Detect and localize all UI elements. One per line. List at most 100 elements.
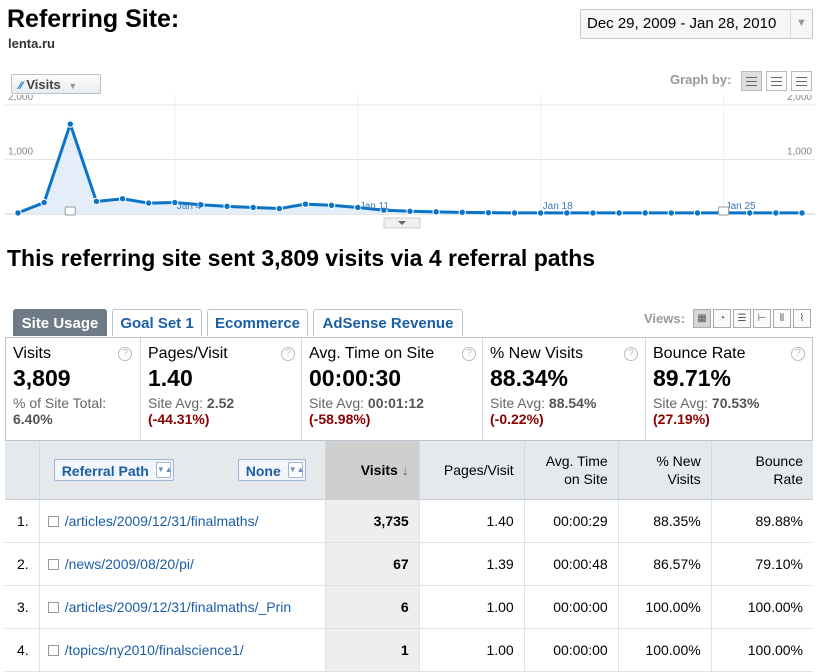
graph-by-week-button[interactable] (766, 71, 787, 91)
data-point (667, 209, 676, 217)
data-point (66, 120, 74, 128)
date-range-picker[interactable]: Dec 29, 2009 - Jan 28, 2010 ▼ (580, 9, 813, 39)
data-point (615, 209, 623, 217)
data-point (380, 206, 388, 214)
sort-arrow-icon: ↓ (401, 461, 409, 478)
external-link-icon[interactable] (47, 644, 59, 656)
table-row: 2. /news/2009/08/20/pi/ 67 1.39 00:00:48… (5, 542, 813, 586)
metric-select[interactable]: ⁄⁄ Visits ▼ (11, 74, 101, 94)
scorecard-change: (-0.22%) (490, 411, 544, 427)
chevron-down-icon: ▼▲ (155, 461, 173, 478)
secondary-dimension-select[interactable]: None ▼▲ (237, 458, 306, 481)
data-point (432, 208, 440, 216)
comparison-view-icon[interactable]: ⊢ (753, 309, 771, 328)
data-point (746, 209, 754, 217)
chevron-down-icon (398, 221, 406, 225)
term-cloud-view-icon[interactable]: ⦀ (773, 309, 791, 328)
scorecard-sub-label: Site Avg: (309, 395, 365, 411)
data-point (223, 202, 231, 211)
scorecard-bounce-rate: Bounce Rate 89.71% Site Avg: 70.53% (27.… (646, 338, 812, 440)
x-tick-label: Jan 4 (177, 201, 202, 212)
scorecard-new-visits: % New Visits 88.34% Site Avg: 88.54% (-0… (483, 338, 646, 440)
scorecard-change: (-44.31%) (148, 411, 210, 427)
referral-path-link[interactable]: /news/2009/08/20/pi/ (39, 542, 326, 586)
data-point (510, 209, 519, 217)
column-header-avg-time[interactable]: Avg. Time on Site (524, 441, 619, 500)
external-link-icon[interactable] (47, 601, 59, 613)
annotation-icon (64, 206, 76, 216)
external-link-icon[interactable] (47, 515, 59, 527)
table-row: 1. /articles/2009/12/31/finalmaths/ 3,73… (5, 499, 813, 543)
help-icon[interactable]: ? (624, 347, 638, 361)
tab-ecommerce[interactable]: Ecommerce (207, 309, 308, 336)
graph-by-day-button[interactable] (741, 71, 762, 91)
data-point (406, 207, 414, 215)
referring-site-name: lenta.ru (8, 36, 55, 51)
graph-by-label: Graph by: (670, 72, 732, 87)
graph-by-month-button[interactable] (791, 71, 812, 91)
scorecard-avg-time: Avg. Time on Site 00:00:30 Site Avg: 00:… (302, 338, 483, 440)
scorecard-sub-label: Site Avg: (490, 395, 546, 411)
views-label: Views: (644, 311, 685, 326)
pie-view-icon[interactable]: ◔ (713, 309, 731, 328)
referral-summary-headline: This referring site sent 3,809 visits vi… (7, 245, 596, 271)
help-icon[interactable]: ? (462, 347, 476, 361)
summary-scorecards: Visits 3,809 % of Site Total: 6.40% ? Pa… (5, 337, 813, 441)
y-tick-label: 1,000 (8, 147, 33, 158)
scorecard-sub-value: 88.54% (548, 395, 597, 411)
scorecard-sub-value: 6.40% (13, 411, 53, 427)
data-point (798, 209, 806, 217)
tab-goal-set-1[interactable]: Goal Set 1 (112, 309, 202, 336)
data-point (40, 198, 48, 207)
scorecard-value: 88.34% (490, 365, 569, 391)
column-header-bounce-rate[interactable]: Bounce Rate (711, 441, 813, 500)
secondary-dimension-label: None (245, 462, 281, 479)
chevron-down-icon[interactable]: ▼ (790, 10, 812, 38)
referral-path-link[interactable]: /topics/ny2010/finalscience1/ (39, 628, 326, 672)
table-row: 3. /articles/2009/12/31/finalmaths/_Prin… (5, 585, 813, 629)
external-link-icon[interactable] (47, 558, 59, 570)
date-range-label: Dec 29, 2009 - Jan 28, 2010 (587, 15, 777, 32)
tab-adsense-revenue[interactable]: AdSense Revenue (313, 309, 463, 336)
table-view-icon[interactable]: ▦ (693, 309, 711, 328)
data-point (197, 201, 205, 209)
referral-path-link[interactable]: /articles/2009/12/31/finalmaths/ (39, 499, 326, 543)
tab-site-usage[interactable]: Site Usage (13, 309, 107, 336)
dimension-select[interactable]: Referral Path ▼▲ (53, 458, 174, 481)
data-point (14, 209, 22, 217)
column-header-pages-visit[interactable]: Pages/Visit (419, 441, 525, 500)
data-point (772, 209, 780, 217)
x-tick-label: Jan 25 (726, 201, 756, 212)
scorecard-sub-label: % of Site Total: (13, 395, 107, 411)
data-point (92, 197, 101, 206)
pivot-view-icon[interactable]: ⌇ (793, 309, 811, 328)
column-header-new-visits[interactable]: % New Visits (618, 441, 712, 500)
data-point (563, 209, 571, 217)
data-point (144, 199, 153, 207)
data-point (171, 198, 179, 207)
y-tick-label: 2,000 (8, 95, 33, 103)
data-point (641, 209, 649, 217)
help-icon[interactable]: ? (118, 347, 132, 361)
data-point (693, 209, 702, 217)
scorecard-value: 89.71% (653, 365, 732, 391)
x-tick-label: Jan 18 (543, 201, 573, 212)
scorecard-sub-label: Site Avg: (148, 395, 204, 411)
performance-view-icon[interactable]: ☰ (733, 309, 751, 328)
help-icon[interactable]: ? (281, 347, 295, 361)
column-header-visits[interactable]: Visits ↓ (325, 441, 420, 500)
metric-select-label: Visits (26, 77, 61, 92)
dimension-select-label: Referral Path (61, 462, 149, 479)
referral-path-link[interactable]: /articles/2009/12/31/finalmaths/_Prin (39, 585, 326, 629)
chevron-down-icon: ▼▲ (287, 461, 305, 478)
data-point (118, 195, 127, 203)
x-tick-label: Jan 11 (360, 201, 390, 212)
data-point (589, 209, 597, 217)
help-icon[interactable]: ? (791, 347, 805, 361)
scorecard-label: Avg. Time on Site (309, 345, 435, 362)
data-point (275, 204, 284, 213)
line-chart-icon: ⁄⁄ (19, 80, 23, 92)
scorecard-sub-value: 00:01:12 (367, 395, 424, 411)
scorecard-pages-visit: Pages/Visit 1.40 Site Avg: 2.52 (-44.31%… (141, 338, 302, 440)
y-tick-label: 1,000 (787, 147, 812, 158)
